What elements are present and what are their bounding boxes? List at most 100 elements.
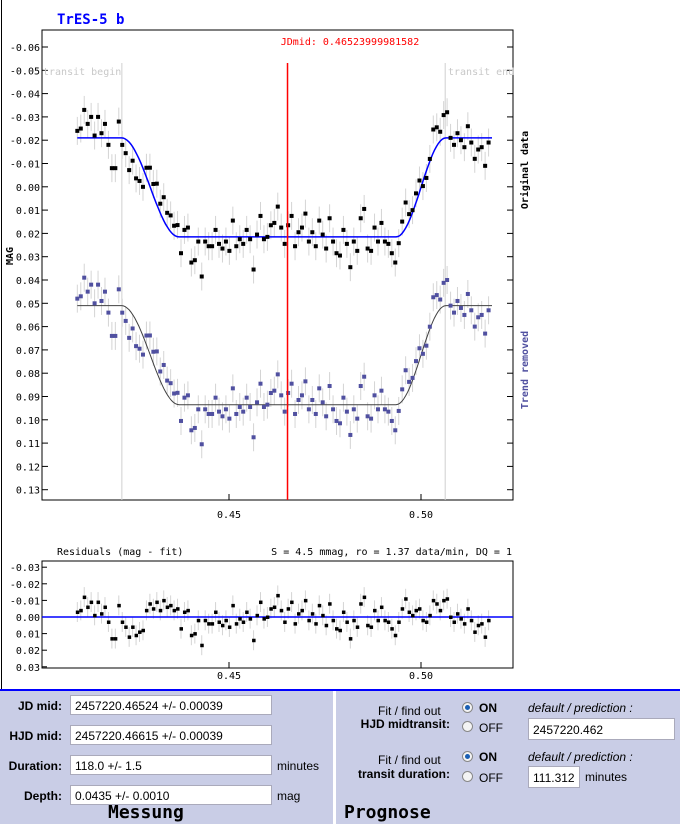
trend-removed-point: [92, 301, 97, 306]
original-point: [168, 213, 173, 218]
original-point: [362, 206, 367, 211]
y-tick-label: 0.10: [16, 416, 40, 427]
measurement-title: Messung: [108, 802, 184, 823]
original-point: [320, 232, 325, 237]
residual-point: [196, 618, 201, 623]
midtransit-prediction-field[interactable]: 2457220.462: [528, 718, 675, 740]
residual-point: [442, 598, 446, 603]
original-point: [372, 225, 377, 230]
trend-removed-point: [337, 421, 342, 426]
original-point: [275, 204, 280, 209]
midtransit-on-label: ON: [479, 701, 497, 715]
residual-point: [258, 600, 263, 605]
original-point: [213, 227, 218, 232]
trend-removed-point: [241, 409, 246, 414]
duration-on-radio[interactable]: [462, 751, 473, 762]
residual-point: [397, 620, 401, 624]
trend-removed-point: [327, 384, 332, 389]
trend-removed-point: [344, 409, 349, 414]
trend-removed-point: [123, 318, 128, 323]
trend-removed-point: [223, 407, 228, 412]
original-point: [396, 241, 401, 246]
original-point: [272, 220, 277, 225]
residual-point: [186, 608, 190, 613]
trend-removed-point: [147, 333, 152, 338]
y-tick-label: 0.05: [16, 299, 40, 310]
original-point: [331, 239, 336, 244]
jd-mid-field[interactable]: 2457220.46524 +/- 0.00039: [70, 695, 272, 715]
trend-removed-point: [431, 295, 436, 300]
midtransit-off-radio[interactable]: [462, 721, 473, 732]
y-tick-label: -0.02: [10, 136, 40, 147]
residual-point: [424, 620, 429, 624]
original-point: [448, 135, 453, 140]
trend-removed-point: [206, 411, 211, 416]
trend-removed-point: [203, 407, 208, 412]
residual-point: [369, 625, 374, 629]
residual-point: [234, 622, 239, 626]
residuals-stats: S = 4.5 mmag, ro = 1.37 data/min, DQ = 1: [271, 547, 512, 558]
residual-point: [328, 602, 332, 606]
residual-point: [480, 622, 484, 626]
residual-point: [314, 622, 318, 626]
y-tick-label: 0.04: [16, 276, 40, 287]
residual-point: [286, 607, 291, 611]
y-axis-label: MAG: [5, 247, 16, 265]
trend-removed-point: [348, 432, 353, 437]
trend-removed-point: [393, 428, 398, 433]
original-point: [158, 201, 163, 206]
original-point: [75, 128, 80, 133]
original-point: [147, 165, 152, 170]
residual-point: [355, 625, 360, 629]
midtransit-label: HJD midtransit:: [360, 717, 450, 731]
residual-point: [200, 643, 204, 648]
depth-field[interactable]: 0.0435 +/- 0.0010: [70, 785, 272, 805]
residual-point: [82, 595, 87, 600]
transit-end-label: transit end: [448, 67, 514, 78]
original-point: [244, 227, 249, 232]
residual-point: [459, 617, 463, 621]
residual-point: [138, 630, 142, 634]
y-tick-label: 0.02: [16, 229, 40, 240]
duration-unit: minutes: [277, 759, 320, 773]
trend-removed-point: [161, 362, 166, 367]
fit-line-original: [77, 137, 492, 238]
duration-field[interactable]: 118.0 +/- 1.5: [70, 755, 272, 775]
residual-point: [203, 618, 208, 623]
duration-off-label: OFF: [479, 771, 503, 785]
duration-default-label: default / prediction :: [528, 750, 633, 764]
trend-removed-point: [127, 335, 132, 340]
original-point: [134, 176, 139, 181]
trend-removed-point: [165, 378, 170, 383]
residual-point: [117, 603, 121, 608]
residual-point: [276, 593, 280, 598]
trend-removed-point: [268, 391, 273, 396]
fit-label-midtransit: Fit / find out: [378, 704, 441, 718]
x-tick-label: 0.45: [217, 510, 241, 521]
original-point: [182, 227, 187, 232]
midtransit-on-radio[interactable]: [462, 702, 473, 713]
trend-removed-point: [251, 435, 256, 440]
residual-point: [131, 625, 135, 629]
residual-x-tick-label: 0.50: [409, 671, 433, 682]
original-point: [424, 175, 429, 180]
trend-removed-point: [296, 397, 301, 402]
original-point: [234, 244, 239, 249]
original-point: [476, 147, 481, 152]
trend-removed-point: [414, 359, 419, 364]
duration-off-radio[interactable]: [462, 771, 473, 782]
original-point: [161, 195, 166, 200]
original-point: [341, 227, 346, 232]
trend-removed-point: [438, 297, 443, 302]
original-point: [237, 237, 242, 242]
transit-begin-label: transit begin: [43, 67, 121, 78]
residual-point: [428, 613, 432, 618]
residual-point: [455, 612, 460, 616]
original-point: [317, 218, 322, 223]
hjd-mid-field[interactable]: 2457220.46615 +/- 0.00039: [70, 725, 272, 745]
original-point: [344, 241, 349, 246]
original-point: [389, 251, 394, 256]
trend-removed-point: [261, 404, 266, 409]
duration-prediction-field[interactable]: 111.312: [528, 766, 580, 788]
y-tick-label: 0.09: [16, 393, 40, 404]
